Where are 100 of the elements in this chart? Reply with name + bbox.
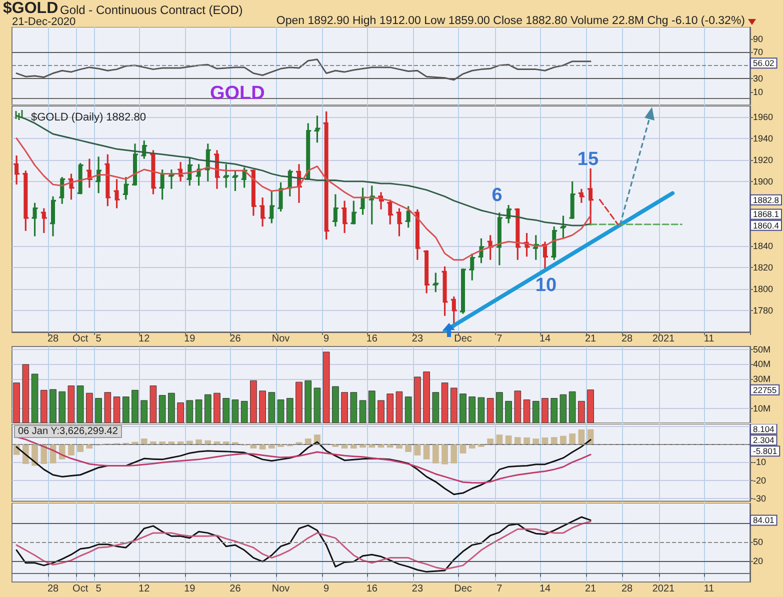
bar [569,433,576,444]
x-tick-label: Dec [454,584,472,594]
candlestick [94,156,102,194]
bar [550,437,558,444]
bar [40,390,48,423]
x-tick-label: 5 [96,584,102,594]
text: 1868.1 [753,209,780,220]
y-tick-label: 50 [753,536,764,547]
candlestick [176,161,184,182]
candlestick [86,158,94,189]
candlestick [313,114,322,144]
line-series [16,439,592,496]
bar [378,400,384,423]
bar [542,437,548,444]
x-tick-label: 26 [230,584,242,594]
bar [22,364,30,423]
x-tick-label: 23 [412,584,424,594]
bar [578,400,585,423]
x-tick-label: Nov [272,334,290,344]
bar [196,439,202,444]
chart-title: $GOLD (Daily) 1882.80 [31,112,146,124]
bar [204,440,212,444]
bar [532,438,540,444]
candlestick [67,173,76,200]
y-tick-label: 10M [753,403,771,414]
bar [50,389,56,423]
bar [505,400,512,423]
bar [514,390,522,423]
bar [168,392,175,423]
y-tick-label: 40M [753,359,771,370]
bar [250,380,257,423]
bar [542,398,548,423]
bar [195,399,202,423]
bar [450,444,458,464]
text: 8.104 [753,424,775,434]
bar [350,392,358,423]
text: 22755 [753,384,777,395]
bar [268,392,276,423]
y-tick-label: 90 [753,34,764,44]
text: 84.01 [753,515,775,526]
bar [496,434,503,444]
candlestick [440,266,449,317]
bar [486,398,494,423]
bar [68,444,74,456]
text: -5.801 [753,446,778,456]
x-tick-label: 2021 [652,334,676,344]
candlestick [332,193,340,228]
bar [304,380,312,423]
x-tick-label: 28 [621,584,633,594]
bar [560,394,567,423]
bar [478,397,485,423]
bar [524,437,530,444]
bar [404,396,412,423]
x-tick-label: 11 [704,584,715,594]
candlestick [295,163,303,204]
y-tick-label: -10 [753,457,766,468]
x-tick-label: Oct [72,584,88,594]
bar [31,374,38,423]
bar [13,382,20,423]
bar [76,386,84,423]
candlestick [541,240,549,270]
bar [568,391,576,423]
chart-subtitle: Gold - Continuous Contract (EOD) [60,3,243,17]
candlestick [386,198,394,226]
x-tick-label: 5 [96,334,102,344]
x-tick-label: 12 [138,584,150,594]
bar [396,391,403,423]
bar [222,398,230,423]
x-tick-label: Oct [72,334,88,344]
candlestick [468,252,476,282]
bar [214,441,220,444]
bar [86,392,93,423]
x-tick-label: 11 [704,334,715,344]
text: Open 1892.90 High 1912.00 Low 1859.00 Close 1882.80 Volume 22.8M Chg -6.10 (-0.32%) [276,15,745,27]
bar [341,392,348,423]
chart-title: $GOLD [3,0,58,17]
bar [532,400,540,423]
x-tick-label: 14 [539,584,551,594]
bar [304,438,312,444]
bar [95,398,102,423]
x-tick-label: 7 [496,334,503,344]
candlestick [496,212,504,266]
candlestick [30,202,39,238]
x-tick-label: 26 [230,334,242,344]
bar [442,444,448,464]
bar [314,388,321,423]
y-tick-label: 30M [753,374,771,384]
annotation: 06 Jan Y:3,626,299.42 [14,425,122,438]
bar [158,395,166,423]
x-tick-label: 9 [324,334,330,344]
text: 2.304 [753,435,775,446]
x-tick-label: 16 [366,584,378,594]
bar [186,440,193,444]
bar [514,437,521,444]
bar [368,390,376,423]
y-tick-label: 1800 [753,284,774,294]
bar [104,392,112,423]
candlestick [268,190,276,224]
bar [423,372,430,423]
text: 1860.4 [753,220,780,230]
